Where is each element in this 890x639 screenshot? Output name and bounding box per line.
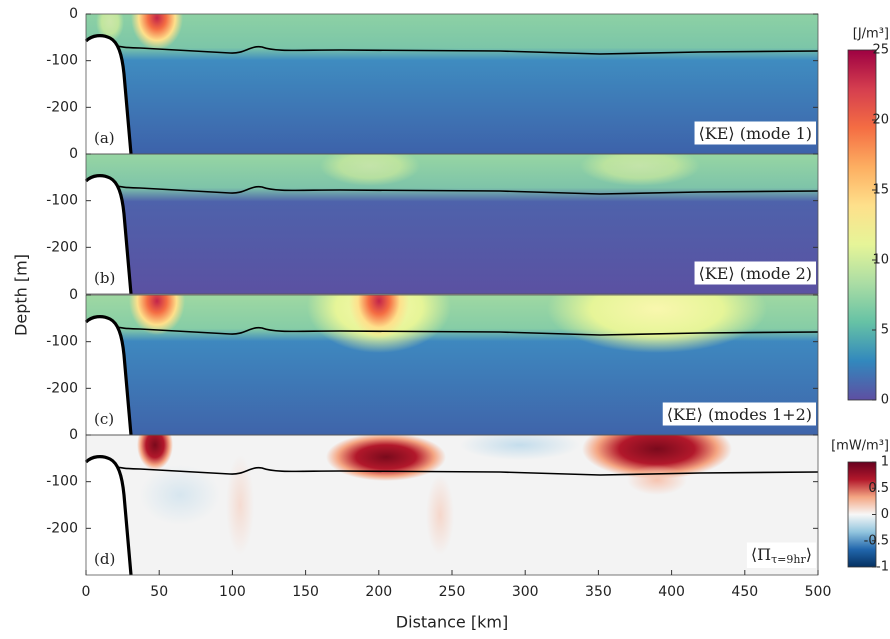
slope-line bbox=[84, 315, 133, 436]
x-tick-label: 50 bbox=[150, 584, 168, 600]
y-axis-label: Depth [m] bbox=[12, 254, 31, 336]
y-tick-label: 0 bbox=[69, 146, 78, 162]
annotation: ⟨Πτ=9hr⟩ bbox=[751, 545, 812, 567]
x-tick-label: 350 bbox=[585, 584, 612, 600]
colorbar-tick-label: 0 bbox=[881, 507, 889, 522]
colorbar-tick-label: 25 bbox=[872, 43, 889, 58]
field-d bbox=[86, 435, 818, 575]
colorbar-tick-label: 20 bbox=[872, 113, 889, 128]
panel-overlay bbox=[84, 315, 819, 436]
annotation-box bbox=[694, 121, 816, 145]
annotation-text: ⟨KE⟩ (mode 1) bbox=[699, 124, 812, 143]
annotation: ⟨KE⟩ (mode 2) bbox=[699, 264, 812, 283]
contour-line bbox=[99, 182, 819, 195]
annotation-text: ⟨KE⟩ (mode 2) bbox=[699, 264, 812, 283]
panel-label: (c) bbox=[94, 410, 114, 428]
x-tick-label: 250 bbox=[439, 584, 466, 600]
colorbar-tick-label: 5 bbox=[881, 323, 889, 338]
annotation-box bbox=[662, 402, 816, 426]
x-tick-label: 200 bbox=[365, 584, 392, 600]
y-tick-label: -200 bbox=[46, 99, 78, 115]
colorbar-tick-label: -0.5 bbox=[864, 533, 889, 548]
panel-overlay bbox=[84, 455, 819, 576]
annotation-box bbox=[694, 261, 816, 285]
panel-frame bbox=[85, 153, 819, 295]
x-tick-label: 100 bbox=[219, 584, 246, 600]
slope-line bbox=[84, 174, 133, 295]
colorbar bbox=[847, 49, 877, 401]
panel-label: (d) bbox=[94, 550, 115, 568]
contour-line bbox=[99, 323, 819, 336]
colorbar-tick-label: -1 bbox=[876, 560, 889, 575]
field-a bbox=[86, 14, 818, 154]
y-tick-label: -200 bbox=[46, 380, 78, 396]
colorbar-tick-label: 0.5 bbox=[868, 481, 889, 496]
colorbar-tick-label: 1 bbox=[881, 455, 889, 470]
colorbar-tick-label: 0 bbox=[881, 393, 889, 408]
y-tick-label: -200 bbox=[46, 239, 78, 255]
colorbar-tick-label: 10 bbox=[872, 253, 889, 268]
annotation-close: ⟩ bbox=[806, 545, 812, 564]
y-tick-label: -100 bbox=[46, 334, 78, 350]
x-axis-label: Distance [km] bbox=[396, 613, 508, 632]
contour-line bbox=[99, 42, 819, 55]
panel-label: (b) bbox=[94, 269, 115, 287]
annotation: ⟨KE⟩ (mode 1) bbox=[699, 124, 812, 143]
colorbar bbox=[847, 461, 877, 568]
slope-line bbox=[84, 34, 133, 155]
colorbar-label: [J/m³] bbox=[853, 27, 889, 42]
y-tick-label: -100 bbox=[46, 53, 78, 69]
annotation-subscript: τ=9hr bbox=[771, 553, 806, 566]
y-tick-label: 0 bbox=[69, 6, 78, 22]
x-tick-label: 450 bbox=[731, 584, 758, 600]
y-tick-label: 0 bbox=[69, 427, 78, 443]
y-tick-label: 0 bbox=[69, 287, 78, 303]
panel-overlay bbox=[84, 174, 819, 295]
y-tick-label: -100 bbox=[46, 193, 78, 209]
annotation-text: ⟨Π bbox=[751, 545, 771, 564]
topography bbox=[86, 316, 131, 435]
colorbar-tick-label: 15 bbox=[872, 183, 889, 198]
contour-line bbox=[99, 463, 819, 476]
x-tick-label: 400 bbox=[658, 584, 685, 600]
x-tick-label: 0 bbox=[82, 584, 91, 600]
annotation: ⟨KE⟩ (modes 1+2) bbox=[667, 405, 812, 424]
topography bbox=[86, 175, 131, 294]
x-tick-label: 150 bbox=[292, 584, 319, 600]
x-tick-label: 500 bbox=[805, 584, 832, 600]
annotation-text: ⟨KE⟩ (modes 1+2) bbox=[667, 405, 812, 424]
slope-line bbox=[84, 455, 133, 576]
y-tick-label: -200 bbox=[46, 520, 78, 536]
x-tick-label: 300 bbox=[512, 584, 539, 600]
topography bbox=[86, 35, 131, 154]
y-tick-label: -100 bbox=[46, 474, 78, 490]
annotation-box bbox=[746, 542, 816, 568]
topography bbox=[86, 456, 131, 575]
colorbar-label: [mW/m³] bbox=[831, 439, 889, 454]
panel-overlay bbox=[84, 34, 819, 155]
panel-label: (a) bbox=[94, 129, 115, 147]
